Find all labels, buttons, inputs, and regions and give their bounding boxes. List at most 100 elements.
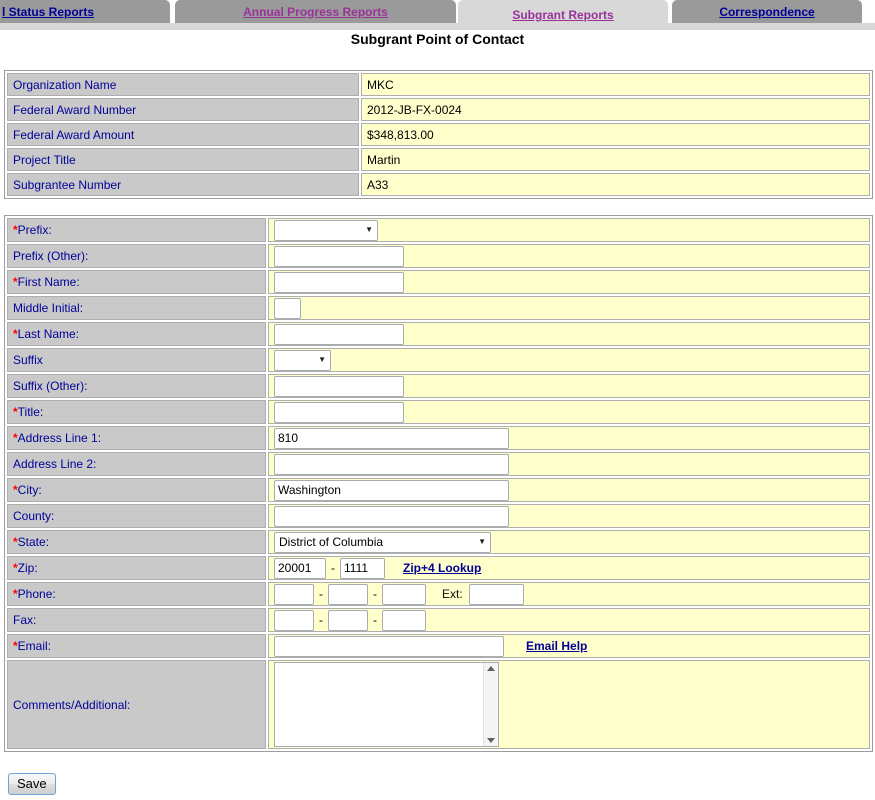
subgrantee-number-label: Subgrantee Number [7, 173, 359, 196]
table-row: Subgrantee Number A33 [7, 173, 870, 196]
fax-separator: - [373, 613, 377, 627]
project-title-value: Martin [361, 148, 870, 171]
form-row-zip: *Zip: - Zip+4 Lookup [7, 556, 870, 580]
first-name-input[interactable] [274, 271, 404, 293]
tab-correspondence[interactable]: Correspondence [672, 0, 862, 23]
tab-subgrant-reports[interactable]: Subgrant Reports [458, 0, 668, 30]
required-marker: * [13, 223, 18, 237]
suffix-select[interactable]: ▼ [274, 349, 331, 371]
state-select-value: District of Columbia [279, 535, 384, 549]
tab-annual-progress-reports[interactable]: Annual Progress Reports [175, 0, 456, 23]
zip-separator: - [331, 561, 335, 575]
table-row: Federal Award Number 2012-JB-FX-0024 [7, 98, 870, 121]
last-name-label: Last Name: [17, 327, 80, 341]
prefix-select[interactable]: ▼ [274, 219, 378, 241]
form-row-address2: Address Line 2: [7, 452, 870, 476]
textarea-scrollbar[interactable] [483, 663, 498, 746]
middle-initial-input[interactable] [274, 297, 301, 319]
page-title: Subgrant Point of Contact [350, 31, 525, 47]
comments-label: Comments/Additional: [7, 660, 266, 749]
comments-textarea[interactable] [274, 662, 499, 747]
state-select[interactable]: District of Columbia ▼ [274, 531, 491, 553]
grant-info-table: Organization Name MKC Federal Award Numb… [4, 70, 873, 199]
tab-correspondence-label: Correspondence [719, 4, 815, 19]
address2-label: Address Line 2: [7, 452, 266, 476]
prefix-label: Prefix: [17, 223, 52, 237]
save-button[interactable]: Save [8, 773, 56, 795]
phone-separator: - [373, 587, 377, 601]
suffix-other-label: Suffix (Other): [7, 374, 266, 398]
email-help-link[interactable]: Email Help [526, 639, 588, 653]
form-row-suffix-other: Suffix (Other): [7, 374, 870, 398]
tab-subgrant-reports-label: Subgrant Reports [512, 8, 614, 22]
phone-ext-input[interactable] [468, 583, 524, 605]
prefix-other-label: Prefix (Other): [7, 244, 266, 268]
federal-award-amount-label: Federal Award Amount [7, 123, 359, 146]
zip-label: Zip: [17, 561, 38, 575]
form-row-prefix: *Prefix: ▼ [7, 218, 870, 242]
tab-bar-strip [0, 23, 875, 30]
tab-bar: l Status Reports Annual Progress Reports… [0, 0, 875, 30]
scroll-down-icon[interactable] [487, 738, 495, 743]
county-input[interactable] [274, 505, 509, 527]
table-row: Project Title Martin [7, 148, 870, 171]
form-row-phone: *Phone: - - Ext: [7, 582, 870, 606]
contact-form-table: *Prefix: ▼ Prefix (Other): *First Name: … [4, 215, 873, 752]
table-row: Organization Name MKC [7, 73, 870, 96]
form-row-title: *Title: [7, 400, 870, 424]
address1-input[interactable] [274, 427, 509, 449]
address2-input[interactable] [274, 453, 509, 475]
scroll-up-icon[interactable] [487, 666, 495, 671]
last-name-input[interactable] [274, 323, 404, 345]
tab-annual-progress-reports-label: Annual Progress Reports [243, 4, 388, 19]
zip-lookup-link[interactable]: Zip+4 Lookup [403, 561, 482, 575]
chevron-down-icon: ▼ [318, 355, 326, 364]
tab-status-reports[interactable]: l Status Reports [0, 0, 170, 23]
required-marker: * [13, 535, 18, 549]
address1-label: Address Line 1: [17, 431, 102, 445]
form-row-suffix: Suffix ▼ [7, 348, 870, 372]
prefix-label-cell: *Prefix: [7, 218, 266, 242]
suffix-other-input[interactable] [274, 375, 404, 397]
phone-area-input[interactable] [274, 583, 314, 605]
required-marker: * [13, 405, 18, 419]
required-marker: * [13, 561, 18, 575]
form-row-email: *Email: Email Help [7, 634, 870, 658]
fax-label: Fax: [7, 608, 266, 632]
tab-status-reports-label: l Status Reports [2, 4, 95, 19]
title-label: Title: [17, 405, 44, 419]
first-name-label: First Name: [17, 275, 80, 289]
zip4-input[interactable] [340, 557, 385, 579]
suffix-label: Suffix [7, 348, 266, 372]
federal-award-amount-value: $348,813.00 [361, 123, 870, 146]
fax-line-input[interactable] [382, 609, 426, 631]
phone-prefix-input[interactable] [328, 583, 368, 605]
state-label: State: [17, 535, 50, 549]
form-row-prefix-other: Prefix (Other): [7, 244, 870, 268]
subgrantee-number-value: A33 [361, 173, 870, 196]
phone-line-input[interactable] [382, 583, 426, 605]
city-input[interactable] [274, 479, 509, 501]
phone-label: Phone: [17, 587, 56, 601]
form-row-last-name: *Last Name: [7, 322, 870, 346]
prefix-other-input[interactable] [274, 245, 404, 267]
zip5-input[interactable] [274, 557, 326, 579]
organization-name-label: Organization Name [7, 73, 359, 96]
county-label: County: [7, 504, 266, 528]
title-input[interactable] [274, 401, 404, 423]
email-input[interactable] [274, 635, 504, 657]
phone-separator: - [319, 587, 323, 601]
required-marker: * [13, 483, 18, 497]
form-row-first-name: *First Name: [7, 270, 870, 294]
table-row: Federal Award Amount $348,813.00 [7, 123, 870, 146]
form-row-middle-initial: Middle Initial: [7, 296, 870, 320]
ext-label: Ext: [442, 587, 463, 601]
middle-initial-label: Middle Initial: [7, 296, 266, 320]
form-row-comments: Comments/Additional: [7, 660, 870, 749]
required-marker: * [13, 275, 18, 289]
chevron-down-icon: ▼ [478, 537, 486, 546]
city-label: City: [17, 483, 42, 497]
fax-area-input[interactable] [274, 609, 314, 631]
required-marker: * [13, 327, 18, 341]
fax-prefix-input[interactable] [328, 609, 368, 631]
